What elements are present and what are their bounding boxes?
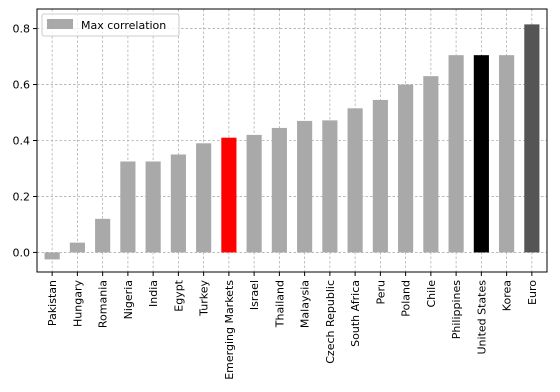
bars — [44, 24, 540, 260]
bar-philippines — [448, 55, 464, 253]
bar-united-states — [473, 55, 489, 253]
y-tick-label: 0.4 — [13, 135, 31, 148]
x-tick-label: Israel — [248, 280, 261, 310]
x-tick-label: Hungary — [71, 280, 84, 327]
x-tick-label: Thailand — [273, 280, 286, 328]
x-tick-label: Euro — [526, 280, 539, 305]
x-tick-label: Czech Republic — [324, 280, 337, 364]
bar-india — [145, 161, 161, 253]
x-tick-label: Egypt — [172, 279, 185, 311]
legend-swatch — [47, 19, 73, 29]
bar-thailand — [271, 127, 287, 253]
y-tick-label: 0.6 — [13, 79, 31, 92]
y-tick-label: 0.2 — [13, 190, 31, 203]
x-tick-label: United States — [475, 280, 488, 355]
x-tick-label: Romania — [97, 280, 110, 328]
bar-emerging-markets — [221, 137, 237, 253]
x-tick-label: Emerging Markets — [223, 280, 236, 380]
y-tick-label: 0.8 — [13, 23, 31, 36]
y-tick-label: 0.0 — [13, 246, 31, 259]
x-tick-label: Peru — [374, 280, 387, 305]
x-tick-label: Turkey — [198, 280, 211, 317]
bar-nigeria — [120, 161, 136, 253]
y-axis: 0.0 0.2 0.4 0.6 0.8 — [13, 23, 37, 259]
legend-box — [41, 13, 180, 37]
bar-romania — [95, 218, 111, 253]
bar-korea — [499, 55, 515, 253]
x-tick-label: Poland — [400, 280, 413, 317]
x-tick-label: Philippines — [450, 280, 463, 340]
bar-south-africa — [347, 108, 363, 253]
x-tick-label: Malaysia — [299, 280, 312, 328]
x-tick-label: South Africa — [349, 280, 362, 347]
bar-malaysia — [297, 120, 313, 253]
bar-peru — [372, 99, 388, 253]
grid — [37, 9, 547, 272]
x-tick-label: Korea — [501, 280, 514, 311]
legend-label: Max correlation — [81, 19, 166, 32]
x-tick-label: India — [147, 280, 160, 307]
x-tick-label: Chile — [425, 280, 438, 308]
x-tick-label: Pakistan — [46, 280, 59, 326]
bar-egypt — [170, 154, 186, 253]
bar-pakistan — [44, 252, 60, 260]
legend: Max correlation — [41, 13, 180, 37]
x-tick-label: Nigeria — [122, 280, 135, 319]
x-axis: Pakistan Hungary Romania Nigeria India Egypt T… — [46, 272, 539, 380]
bar-euro — [524, 24, 540, 253]
bar-chile — [423, 76, 439, 253]
bar-hungary — [69, 242, 85, 253]
bar-turkey — [196, 143, 212, 253]
bar-czech-republic — [322, 120, 338, 253]
bar-israel — [246, 134, 262, 253]
bar-poland — [398, 84, 414, 253]
